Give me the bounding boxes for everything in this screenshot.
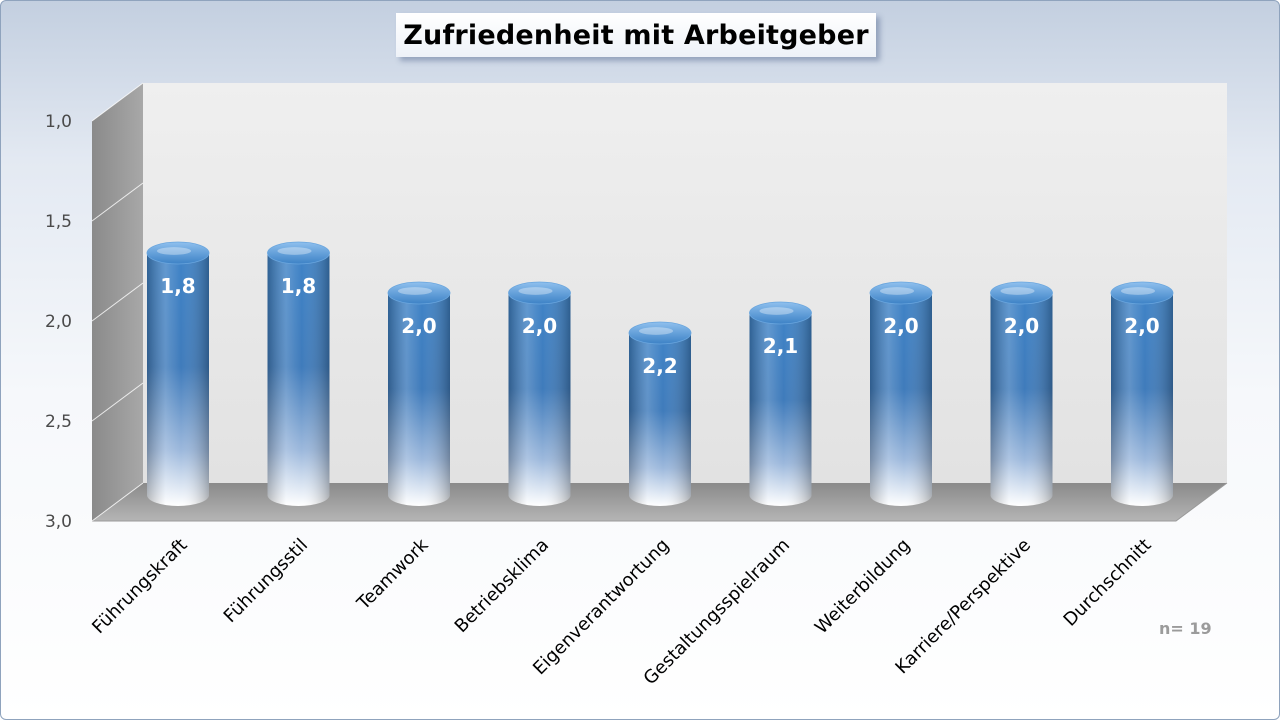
bar-7 (869, 281, 933, 506)
x-tick-label: Führungsstil (220, 535, 312, 627)
x-tick-label: Eigenverantwortung (529, 535, 673, 679)
data-label: 2,0 (1004, 314, 1039, 338)
bar-4 (508, 281, 571, 506)
chart-title: Zufriedenheit mit Arbeitgeber (403, 19, 869, 51)
bar-6 (749, 301, 812, 506)
bar-3 (387, 281, 451, 506)
y-axis: 1,0 1,5 2,0 2,5 3,0 (45, 82, 144, 532)
x-tick-label: Karriere/Perspektive (891, 535, 1035, 679)
data-label: 1,8 (281, 274, 316, 298)
y-tick-label: 1,5 (45, 212, 72, 232)
x-axis: Führungskraft Führungsstil Teamwork Betrieb… (88, 534, 1155, 689)
y-tick-label: 2,5 (45, 412, 72, 432)
y-tick-label: 1,0 (45, 112, 72, 132)
bar-1 (146, 241, 210, 506)
x-tick-label: Durchschnitt (1060, 535, 1156, 631)
bar-9 (1110, 281, 1174, 506)
data-label: 2,0 (522, 314, 557, 338)
data-label: 2,0 (1124, 314, 1159, 338)
data-label: 1,8 (160, 274, 195, 298)
x-tick-label: Teamwork (353, 534, 433, 614)
y-tick-label: 3,0 (45, 512, 72, 532)
x-tick-label: Führungskraft (88, 535, 191, 638)
data-label: 2,2 (642, 354, 677, 378)
chart-title-box: Zufriedenheit mit Arbeitgeber (396, 13, 876, 57)
x-tick-label: Betriebsklima (451, 535, 553, 637)
x-tick-label: Weiterbildung (811, 535, 915, 639)
bar-2 (267, 241, 330, 506)
sample-size-note: n= 19 (1159, 619, 1212, 638)
data-label: 2,1 (763, 334, 798, 358)
y-tick-label: 2,0 (45, 312, 72, 332)
bar-8 (990, 281, 1053, 506)
data-label: 2,0 (883, 314, 918, 338)
bar-series: 1,8 1,8 2,0 2,0 2,2 2,1 2,0 2,0 2,0 (146, 241, 1174, 506)
data-label: 2,0 (401, 314, 436, 338)
bar-5 (628, 321, 692, 506)
